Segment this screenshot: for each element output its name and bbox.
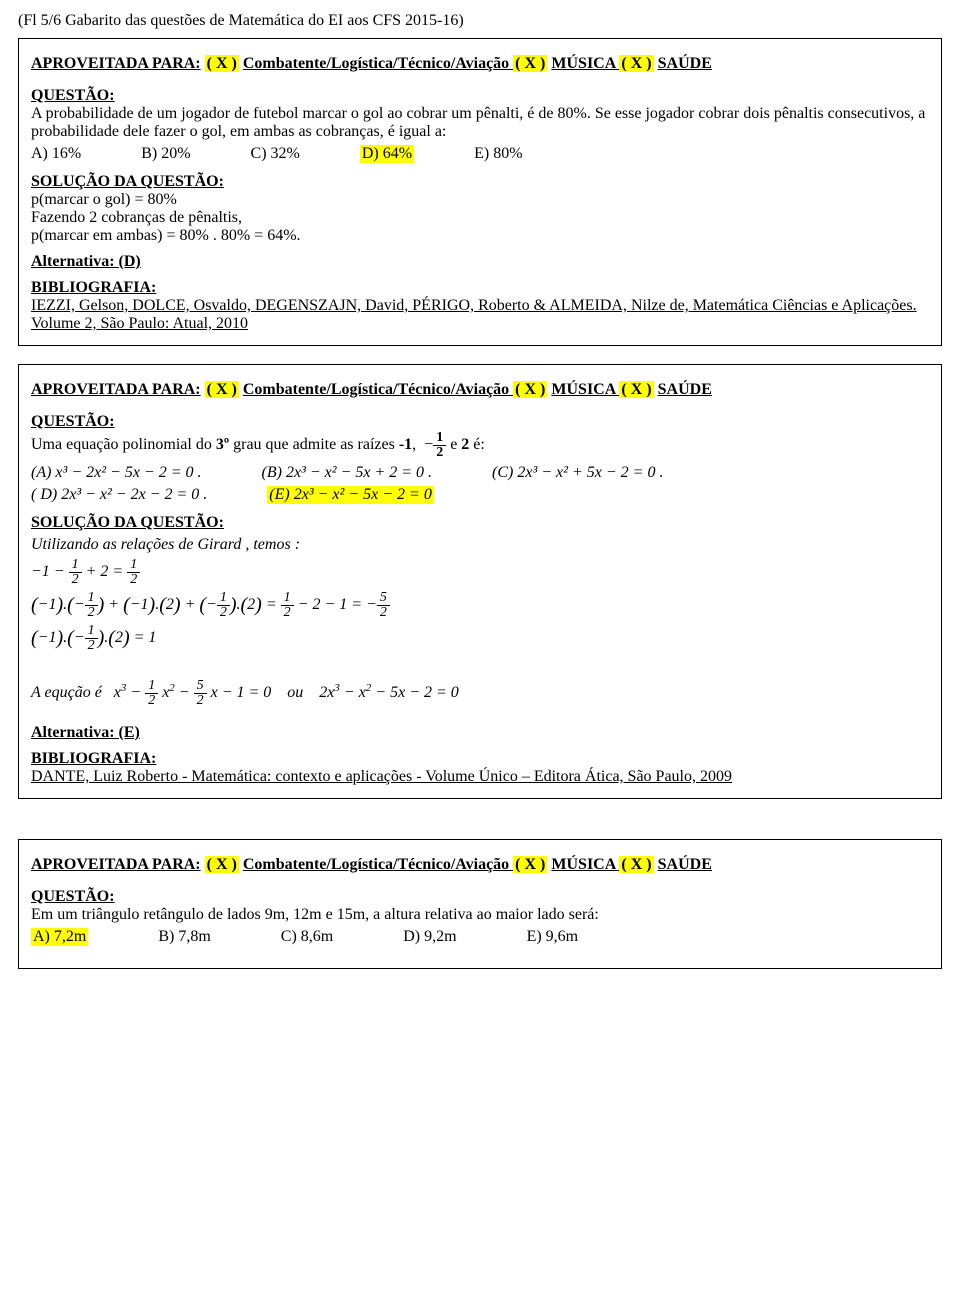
- aproveitada-prefix: APROVEITADA PARA:: [31, 55, 201, 72]
- aproveitada-line: APROVEITADA PARA: ( X ) Combatente/Logís…: [31, 381, 929, 399]
- q3-opt-d: D) 9,2m: [403, 928, 456, 946]
- q1-opt-a: A) 16%: [31, 145, 81, 163]
- aproveitada-opt2: MÚSICA: [551, 856, 619, 873]
- q2-intro-b: grau que admite as raízes: [229, 436, 399, 453]
- q3-opt-e: E) 9,6m: [527, 928, 579, 946]
- biblio-label: BIBLIOGRAFIA:: [31, 750, 929, 768]
- aproveitada-opt1: Combatente/Logística/Técnico/Aviação: [243, 55, 513, 72]
- q2-alternativa: Alternativa: (E): [31, 724, 929, 742]
- q2-root1: -1: [399, 436, 412, 453]
- q1-opt-d: D) 64%: [360, 145, 414, 163]
- biblio-label: BIBLIOGRAFIA:: [31, 279, 929, 297]
- q2-opt-b: (B) 2x³ − x² − 5x + 2 = 0 .: [262, 464, 433, 482]
- q2-deg: 3º: [216, 436, 229, 453]
- mark-x-1: ( X ): [205, 55, 239, 72]
- q2-intro: Uma equação polinomial do 3º grau que ad…: [31, 431, 929, 460]
- q1-sol3: p(marcar em ambas) = 80% . 80% = 64%.: [31, 227, 929, 245]
- q1-sol2: Fazendo 2 cobranças de pênaltis,: [31, 209, 929, 227]
- q2-sol-intro: Utilizando as relações de Girard , temos…: [31, 536, 929, 554]
- q1-options: A) 16% B) 20% C) 32% D) 64% E) 80%: [31, 145, 929, 163]
- questao-label: QUESTÃO:: [31, 413, 929, 431]
- q2-opt-c: (C) 2x³ − x² + 5x − 2 = 0 .: [492, 464, 663, 482]
- aproveitada-opt2: MÚSICA: [551, 381, 619, 398]
- q2-intro-e: é:: [469, 436, 485, 453]
- q3-options: A) 7,2m B) 7,8m C) 8,6m D) 9,2m E) 9,6m: [31, 928, 929, 946]
- solucao-label: SOLUÇÃO DA QUESTÃO:: [31, 173, 929, 191]
- q2-eq-prod: (−1).(−12).(2) = 1: [31, 624, 929, 653]
- frac-num: 1: [433, 431, 446, 446]
- q1-text: A probabilidade de um jogador de futebol…: [31, 105, 929, 141]
- q1-sol1: p(marcar o gol) = 80%: [31, 191, 929, 209]
- page-header: (Fl 5/6 Gabarito das questões de Matemát…: [18, 12, 942, 30]
- q3-opt-b: B) 7,8m: [158, 928, 210, 946]
- q2-root2-frac: 12: [433, 431, 446, 460]
- q2-biblio: DANTE, Luiz Roberto - Matemática: contex…: [31, 768, 929, 786]
- q2-options-row2: ( D) 2x³ − x² − 2x − 2 = 0 . (E) 2x³ − x…: [31, 486, 929, 504]
- q2-intro-a: Uma equação polinomial do: [31, 436, 216, 453]
- solucao-label: SOLUÇÃO DA QUESTÃO:: [31, 514, 929, 532]
- aproveitada-opt3: SAÚDE: [658, 55, 712, 72]
- aproveitada-prefix: APROVEITADA PARA:: [31, 381, 201, 398]
- mark-x-2: ( X ): [513, 381, 547, 398]
- mark-x-3: ( X ): [619, 55, 653, 72]
- question-box-2: APROVEITADA PARA: ( X ) Combatente/Logís…: [18, 364, 942, 799]
- aproveitada-opt3: SAÚDE: [658, 856, 712, 873]
- q1-alternativa: Alternativa: (D): [31, 253, 929, 271]
- q3-opt-c: C) 8,6m: [281, 928, 333, 946]
- q2-opt-a: (A) x³ − 2x² − 5x − 2 = 0 .: [31, 464, 202, 482]
- q1-opt-e: E) 80%: [474, 145, 522, 163]
- questao-label: QUESTÃO:: [31, 888, 929, 906]
- q2-final: A equção é x3 − 12 x2 − 52 x − 1 = 0 ou …: [31, 679, 929, 708]
- aproveitada-opt1: Combatente/Logística/Técnico/Aviação: [243, 381, 513, 398]
- question-box-3: APROVEITADA PARA: ( X ) Combatente/Logís…: [18, 839, 942, 969]
- mark-x-2: ( X ): [513, 55, 547, 72]
- mark-x-2: ( X ): [513, 856, 547, 873]
- q2-opt-d: ( D) 2x³ − x² − 2x − 2 = 0 .: [31, 486, 207, 504]
- q2-eq-sum: −1 − 12 + 2 = 12: [31, 558, 929, 587]
- mark-x-3: ( X ): [619, 856, 653, 873]
- mark-x-1: ( X ): [205, 856, 239, 873]
- q3-text: Em um triângulo retângulo de lados 9m, 1…: [31, 906, 929, 924]
- aproveitada-prefix: APROVEITADA PARA:: [31, 856, 201, 873]
- aproveitada-opt1: Combatente/Logística/Técnico/Aviação: [243, 856, 513, 873]
- aproveitada-line: APROVEITADA PARA: ( X ) Combatente/Logís…: [31, 856, 929, 874]
- mark-x-1: ( X ): [205, 381, 239, 398]
- q2-options-row1: (A) x³ − 2x² − 5x − 2 = 0 . (B) 2x³ − x²…: [31, 464, 929, 482]
- q3-opt-a: A) 7,2m: [31, 928, 88, 946]
- frac-den: 2: [433, 446, 446, 460]
- questao-label: QUESTÃO:: [31, 87, 929, 105]
- q1-biblio: IEZZI, Gelson, DOLCE, Osvaldo, DEGENSZAJ…: [31, 297, 929, 333]
- q2-eq-pair: (−1).(−12) + (−1).(2) + (−12).(2) = 12 −…: [31, 591, 929, 620]
- aproveitada-opt3: SAÚDE: [658, 381, 712, 398]
- q1-opt-c: C) 32%: [251, 145, 300, 163]
- aproveitada-opt2: MÚSICA: [551, 55, 619, 72]
- mark-x-3: ( X ): [619, 381, 653, 398]
- question-box-1: APROVEITADA PARA: ( X ) Combatente/Logís…: [18, 38, 942, 346]
- q2-intro-c: ,: [412, 436, 420, 453]
- q2-intro-d: e: [450, 436, 461, 453]
- q1-opt-b: B) 20%: [141, 145, 190, 163]
- q2-opt-e: (E) 2x³ − x² − 5x − 2 = 0: [267, 486, 434, 504]
- aproveitada-line: APROVEITADA PARA: ( X ) Combatente/Logís…: [31, 55, 929, 73]
